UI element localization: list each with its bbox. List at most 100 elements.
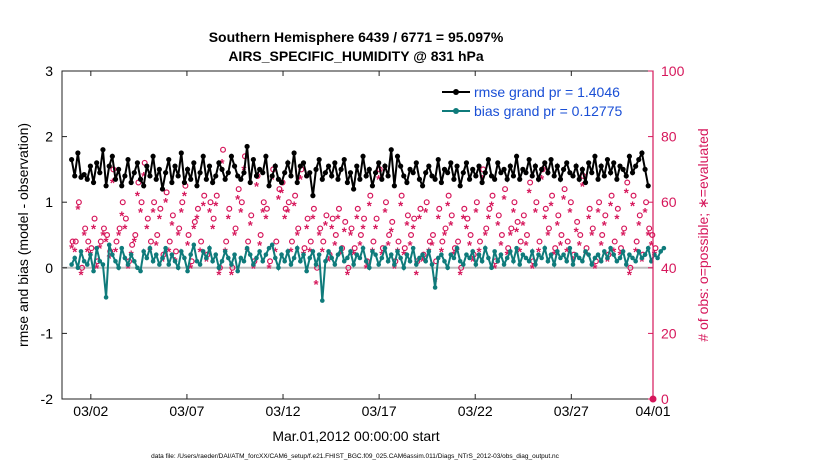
rmse-point bbox=[269, 173, 275, 179]
obs-possible-point bbox=[335, 205, 342, 212]
obs-evaluated-point: * bbox=[151, 205, 157, 220]
obs-evaluated-point: * bbox=[210, 221, 216, 236]
bias-point bbox=[351, 262, 356, 267]
bias-point bbox=[586, 252, 591, 257]
right-y-axis-ticks: 0 20 40 60 80 100 bbox=[648, 63, 685, 407]
rmse-point bbox=[244, 143, 250, 150]
obs-possible-point bbox=[411, 215, 418, 222]
obs-evaluated-point: * bbox=[404, 218, 410, 233]
bias-point bbox=[222, 249, 228, 254]
obs-possible-point bbox=[292, 192, 299, 199]
bias-point bbox=[175, 265, 181, 271]
obs-evaluated-point: * bbox=[636, 218, 642, 233]
obs-evaluated-point: * bbox=[586, 212, 592, 227]
obs-possible-point bbox=[545, 225, 552, 232]
bias-point bbox=[461, 262, 466, 267]
rmse-point bbox=[100, 147, 106, 153]
rmse-point bbox=[241, 170, 247, 176]
obs-possible-point bbox=[536, 238, 543, 245]
obs-evaluated-point: * bbox=[260, 205, 266, 220]
obs-possible-point bbox=[426, 238, 433, 245]
obs-evaluated-point: * bbox=[502, 192, 508, 207]
obs-evaluated-point: * bbox=[135, 189, 141, 204]
chart-title-line2: AIRS_SPECIFIC_HUMIDITY @ 831 hPa bbox=[228, 48, 484, 64]
bias-point bbox=[188, 252, 193, 257]
rmse-point bbox=[128, 179, 134, 186]
obs-possible-point bbox=[72, 238, 79, 245]
obs-possible-point bbox=[542, 205, 549, 212]
obs-evaluated-point: * bbox=[119, 208, 125, 223]
rmse-point bbox=[476, 163, 482, 169]
bias-point bbox=[131, 258, 137, 264]
obs-possible-point bbox=[611, 238, 618, 245]
obs-possible-point bbox=[169, 212, 176, 219]
bias-point bbox=[539, 255, 544, 261]
rmse-point bbox=[457, 183, 463, 189]
obs-possible-point bbox=[520, 212, 527, 219]
bias-point bbox=[229, 262, 234, 267]
rmse-point bbox=[526, 156, 532, 163]
bias-point bbox=[332, 262, 338, 267]
obs-possible-point bbox=[404, 212, 411, 219]
obs-possible-point bbox=[646, 225, 653, 232]
obs-possible-point bbox=[88, 245, 95, 252]
rmse-point bbox=[611, 160, 617, 166]
rmse-point bbox=[263, 153, 269, 159]
obs-possible-point bbox=[122, 215, 129, 222]
rmse-point bbox=[112, 176, 119, 182]
bias-point bbox=[363, 258, 369, 264]
obs-possible-point bbox=[599, 232, 606, 239]
rmse-point bbox=[94, 160, 100, 166]
bias-point bbox=[445, 265, 450, 271]
left-y-axis-ticks: -2 -1 0 1 2 3 bbox=[41, 63, 67, 407]
obs-evaluated-point: * bbox=[445, 198, 451, 213]
obs-evaluated-point: * bbox=[72, 244, 78, 259]
rmse-point bbox=[351, 186, 357, 192]
obs-evaluated-point: * bbox=[326, 254, 332, 269]
obs-evaluated-point: * bbox=[339, 248, 345, 263]
obs-possible-point bbox=[282, 205, 289, 212]
rmse-point bbox=[554, 163, 560, 169]
bias-point bbox=[529, 249, 535, 254]
rmse-point bbox=[463, 160, 470, 166]
obs-evaluated-point: * bbox=[314, 277, 320, 292]
obs-possible-point bbox=[514, 218, 521, 225]
bias-point bbox=[75, 265, 81, 271]
obs-possible-point bbox=[82, 225, 89, 232]
obs-evaluated-point: * bbox=[486, 212, 492, 227]
bias-point bbox=[432, 285, 438, 290]
obs-evaluated-point: * bbox=[545, 228, 551, 243]
obs-evaluated-point: * bbox=[251, 261, 257, 276]
bias-point bbox=[310, 249, 316, 254]
rmse-point bbox=[410, 170, 416, 176]
rmse-point bbox=[144, 163, 150, 169]
rmse-point bbox=[247, 179, 253, 186]
obs-possible-point bbox=[464, 215, 471, 222]
obs-possible-point bbox=[342, 218, 349, 225]
obs-possible-point bbox=[129, 241, 136, 248]
bias-point bbox=[94, 245, 99, 251]
obs-possible-point bbox=[455, 238, 462, 245]
rmse-point bbox=[639, 150, 645, 156]
x-tick-label: 03/22 bbox=[458, 403, 493, 419]
obs-evaluated-point: * bbox=[285, 205, 291, 220]
x-tick-label: 03/02 bbox=[73, 403, 108, 419]
obs-evaluated-point: * bbox=[599, 238, 605, 253]
right-tick-label: 0 bbox=[661, 391, 669, 407]
bias-point bbox=[501, 262, 507, 267]
obs-evaluated-point: * bbox=[389, 225, 395, 240]
rmse-point bbox=[188, 176, 194, 182]
rmse-point bbox=[401, 173, 407, 179]
obs-possible-point bbox=[589, 225, 596, 232]
rmse-point bbox=[482, 170, 488, 176]
rmse-point bbox=[153, 176, 159, 182]
obs-evaluated-point: * bbox=[367, 198, 373, 213]
rmse-point bbox=[423, 170, 429, 176]
obs-evaluated-point: * bbox=[539, 172, 545, 187]
rmse-point bbox=[257, 166, 263, 172]
obs-possible-point bbox=[147, 238, 154, 245]
bias-point bbox=[106, 242, 112, 248]
obs-possible-point bbox=[179, 199, 186, 206]
obs-evaluated-point: * bbox=[323, 218, 329, 233]
rmse-point bbox=[492, 176, 498, 182]
